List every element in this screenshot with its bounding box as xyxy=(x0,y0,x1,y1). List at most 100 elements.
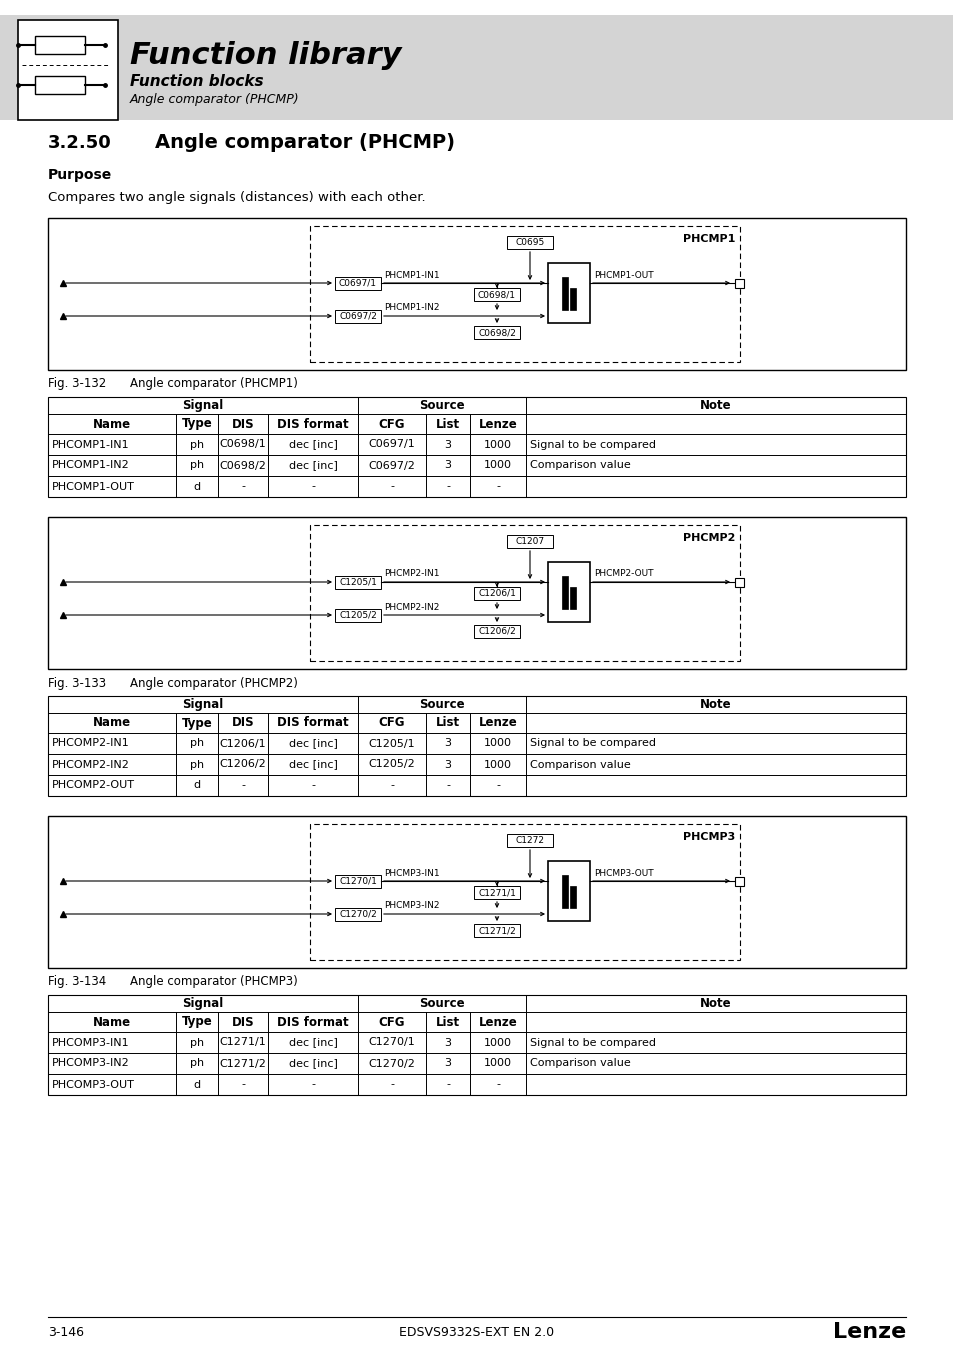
Bar xyxy=(335,277,380,289)
Bar xyxy=(474,288,519,301)
Bar xyxy=(569,288,576,309)
Text: Lenze: Lenze xyxy=(478,1015,517,1029)
Text: Lenze: Lenze xyxy=(478,717,517,729)
Bar xyxy=(569,886,576,907)
Text: C0695: C0695 xyxy=(515,238,544,247)
Text: ph: ph xyxy=(190,440,204,450)
Text: ph: ph xyxy=(190,738,204,748)
Text: PHCMP1-IN1: PHCMP1-IN1 xyxy=(384,270,439,279)
Text: DIS: DIS xyxy=(232,417,254,431)
Bar xyxy=(547,562,589,622)
Text: Angle comparator (PHCMP): Angle comparator (PHCMP) xyxy=(154,134,455,153)
Text: ph: ph xyxy=(190,1058,204,1068)
Text: 3: 3 xyxy=(444,1058,451,1068)
Bar xyxy=(734,278,743,288)
Text: PHCOMP2-IN2: PHCOMP2-IN2 xyxy=(52,760,130,770)
Bar xyxy=(48,697,905,796)
Text: Signal: Signal xyxy=(182,400,223,412)
Text: PHCOMP1-IN2: PHCOMP1-IN2 xyxy=(52,460,130,471)
Bar xyxy=(35,36,85,54)
Text: -: - xyxy=(311,1080,314,1089)
Text: C1206/1: C1206/1 xyxy=(219,738,266,748)
Text: Name: Name xyxy=(92,717,131,729)
Text: PHCOMP1-IN1: PHCOMP1-IN1 xyxy=(52,440,130,450)
Text: 3: 3 xyxy=(444,460,451,471)
Text: Purpose: Purpose xyxy=(48,167,112,182)
Text: Signal to be compared: Signal to be compared xyxy=(530,440,656,450)
Text: C0698/2: C0698/2 xyxy=(219,460,266,471)
Text: -: - xyxy=(390,780,394,791)
Text: PHCMP1: PHCMP1 xyxy=(682,234,734,244)
Text: -: - xyxy=(390,482,394,491)
Text: C1205/1: C1205/1 xyxy=(368,738,415,748)
Text: PHCMP2: PHCMP2 xyxy=(682,533,734,543)
Bar xyxy=(48,815,905,968)
Text: Note: Note xyxy=(700,698,731,711)
Text: d: d xyxy=(193,482,200,491)
Text: Source: Source xyxy=(418,998,464,1010)
Text: dec [inc]: dec [inc] xyxy=(288,440,337,450)
Text: C0698/1: C0698/1 xyxy=(219,440,266,450)
Text: Angle comparator (PHCMP1): Angle comparator (PHCMP1) xyxy=(130,378,297,390)
Text: ph: ph xyxy=(190,760,204,770)
Text: Name: Name xyxy=(92,1015,131,1029)
Text: Name: Name xyxy=(92,417,131,431)
Text: C1270/1: C1270/1 xyxy=(338,876,376,886)
Text: Note: Note xyxy=(700,998,731,1010)
Text: -: - xyxy=(496,780,499,791)
Bar xyxy=(48,517,905,670)
Text: -: - xyxy=(496,1080,499,1089)
Text: Fig. 3-132: Fig. 3-132 xyxy=(48,378,106,390)
Text: d: d xyxy=(193,1080,200,1089)
Text: PHCMP2-IN2: PHCMP2-IN2 xyxy=(384,602,439,612)
Text: PHCMP2-IN1: PHCMP2-IN1 xyxy=(384,570,439,579)
Text: PHCOMP3-OUT: PHCOMP3-OUT xyxy=(52,1080,134,1089)
Text: 1000: 1000 xyxy=(483,440,512,450)
Text: DIS format: DIS format xyxy=(277,717,349,729)
Text: Note: Note xyxy=(700,400,731,412)
Text: Comparison value: Comparison value xyxy=(530,1058,630,1068)
Text: List: List xyxy=(436,717,459,729)
Text: PHCMP3-IN2: PHCMP3-IN2 xyxy=(384,902,439,910)
Text: Type: Type xyxy=(181,1015,213,1029)
Text: Type: Type xyxy=(181,417,213,431)
Bar xyxy=(474,625,519,639)
Bar xyxy=(335,875,380,887)
Text: 3-146: 3-146 xyxy=(48,1326,84,1338)
Bar xyxy=(561,875,567,907)
Text: Type: Type xyxy=(181,717,213,729)
Text: 1000: 1000 xyxy=(483,760,512,770)
Text: C0698/1: C0698/1 xyxy=(477,290,516,298)
Bar xyxy=(561,277,567,309)
Text: PHCMP3: PHCMP3 xyxy=(682,832,734,842)
Text: C1271/1: C1271/1 xyxy=(477,888,516,896)
Text: PHCOMP3-IN2: PHCOMP3-IN2 xyxy=(52,1058,130,1068)
Text: C1270/1: C1270/1 xyxy=(368,1038,415,1048)
Text: Signal: Signal xyxy=(182,698,223,711)
Text: ph: ph xyxy=(190,460,204,471)
Bar xyxy=(506,834,553,846)
Text: DIS: DIS xyxy=(232,1015,254,1029)
Text: 3: 3 xyxy=(444,1038,451,1048)
Text: 1000: 1000 xyxy=(483,460,512,471)
Text: C0697/2: C0697/2 xyxy=(338,312,376,320)
Bar xyxy=(734,876,743,886)
Bar xyxy=(35,76,85,95)
Text: C1270/2: C1270/2 xyxy=(338,910,376,918)
Text: Signal to be compared: Signal to be compared xyxy=(530,738,656,748)
Text: Fig. 3-134: Fig. 3-134 xyxy=(48,976,106,988)
Text: -: - xyxy=(446,780,450,791)
Text: PHCMP1-OUT: PHCMP1-OUT xyxy=(594,270,653,279)
Text: -: - xyxy=(446,482,450,491)
Bar xyxy=(474,923,519,937)
Text: -: - xyxy=(311,780,314,791)
Text: ph: ph xyxy=(190,1038,204,1048)
Text: -: - xyxy=(496,482,499,491)
Bar xyxy=(474,325,519,339)
Text: PHCOMP2-IN1: PHCOMP2-IN1 xyxy=(52,738,130,748)
Text: C1205/2: C1205/2 xyxy=(338,610,376,620)
Text: 3: 3 xyxy=(444,738,451,748)
Bar xyxy=(48,995,905,1095)
Bar xyxy=(547,263,589,323)
Text: PHCOMP2-OUT: PHCOMP2-OUT xyxy=(52,780,135,791)
